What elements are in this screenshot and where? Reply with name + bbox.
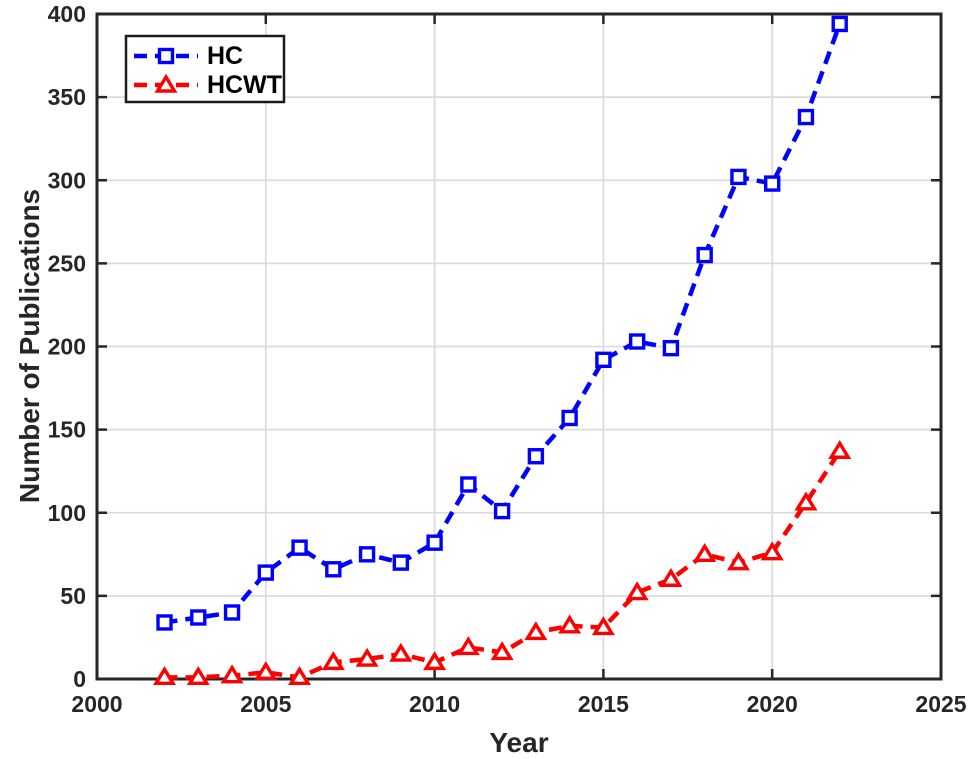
y-tick-label: 250 [48,250,86,276]
legend-box [124,34,286,104]
data-point-marker [460,476,477,493]
data-point-marker [591,616,615,636]
data-point-marker [595,351,612,368]
data-point-marker [493,502,511,520]
data-point-marker [254,661,278,681]
data-point-marker [828,439,852,459]
data-point-marker [726,551,750,571]
data-point-marker [156,614,173,631]
y-tick-label: 400 [48,1,86,27]
data-point-marker [456,636,480,656]
data-point-marker [154,73,178,93]
data-point-marker [355,647,379,667]
data-point-marker [321,651,345,671]
legend-label-HCWT: HCWT [207,71,282,99]
x-tick-label: 2005 [240,691,291,717]
y-tick-labels: 0 50 100 150 200 250 300 350 400 [48,1,86,692]
data-point-marker [760,541,784,561]
data-point-marker [490,641,514,661]
data-point-marker [625,581,649,601]
data-point-marker [152,666,177,686]
x-axis-label: Year [489,727,549,758]
y-axis-label: Number of Publications [14,188,45,504]
data-point-marker [764,175,781,192]
x-tick-label: 2015 [578,691,629,717]
data-point-marker [730,168,747,186]
y-tick-label: 150 [48,417,86,443]
x-tick-label: 2000 [71,691,122,717]
data-point-marker [190,609,207,626]
data-point-marker [558,614,582,634]
legend-entry-HCWT: HCWT [134,71,282,99]
series-HC [156,15,848,631]
data-point-marker [423,651,447,671]
x-tick-label: 2025 [915,691,966,717]
grid [97,14,941,679]
y-tick-label: 350 [48,84,86,110]
data-point-marker [659,567,683,587]
data-point-marker [288,666,312,686]
series-HCWT [152,439,852,686]
y-tick-label: 0 [73,666,86,692]
data-point-marker [223,604,241,621]
data-point-marker [696,246,713,264]
data-point-marker [628,333,646,350]
y-tick-label: 300 [48,167,86,193]
data-point-marker [257,564,274,581]
data-point-marker [291,539,308,556]
legend-entry-HC: HC [134,42,243,70]
y-tick-label: 100 [48,500,86,526]
x-tick-labels: 2000 2005 2010 2015 2020 2025 [71,691,966,717]
data-point-marker [794,491,818,511]
x-tick-label: 2010 [409,691,460,717]
data-point-marker [426,534,443,551]
y-tick-label: 200 [48,334,86,360]
data-point-marker [392,554,410,571]
data-point-marker [527,448,545,465]
data-point-marker [157,47,175,65]
data-point-marker [358,546,376,563]
data-point-marker [186,666,210,686]
data-point-marker [561,409,578,427]
data-point-marker [220,664,244,684]
legend-label-HC: HC [207,42,243,70]
data-point-marker [831,15,848,33]
data-point-marker [797,108,815,126]
data-point-marker [325,561,342,578]
data-point-marker [389,642,413,662]
data-point-marker [693,543,717,563]
data-point-marker [662,339,680,357]
tick-marks [95,12,943,681]
x-tick-label: 2020 [747,691,798,717]
y-tick-label: 50 [60,583,86,609]
data-point-marker [524,621,548,641]
